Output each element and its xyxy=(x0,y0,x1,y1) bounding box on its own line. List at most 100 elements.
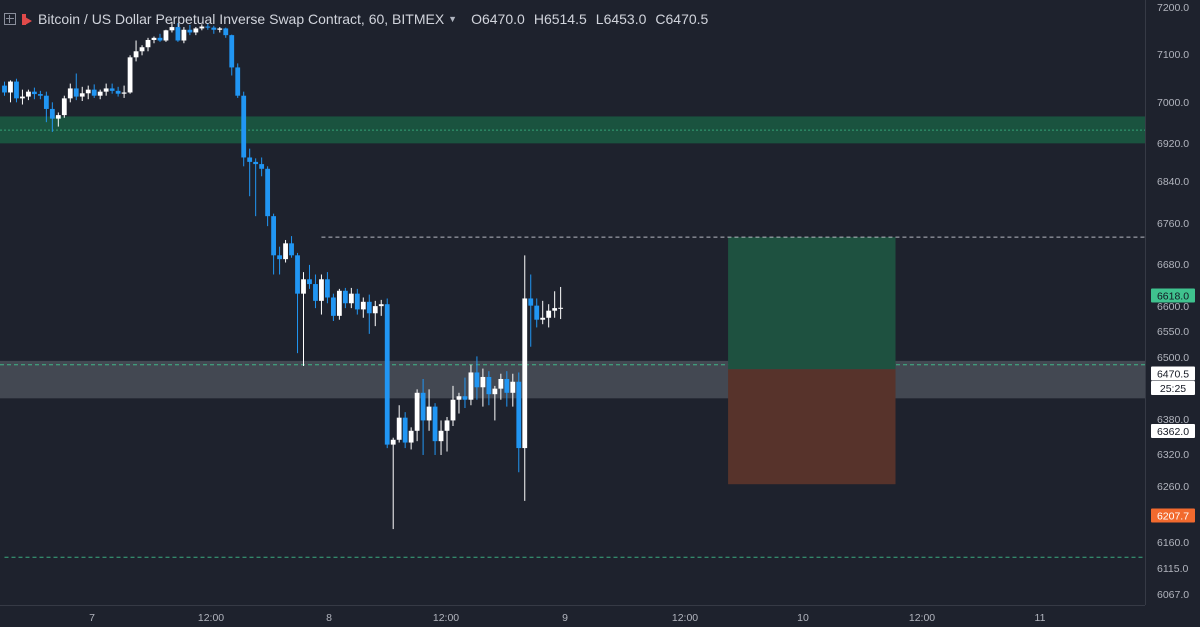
candle[interactable] xyxy=(14,78,19,103)
candle[interactable] xyxy=(67,83,73,103)
candle[interactable] xyxy=(145,37,151,52)
candle[interactable] xyxy=(91,84,97,98)
candle[interactable] xyxy=(85,85,91,100)
candle[interactable] xyxy=(115,86,121,97)
candle[interactable] xyxy=(127,55,133,94)
candle[interactable] xyxy=(378,299,384,316)
support-zone-mid[interactable] xyxy=(0,360,1145,399)
position-target-zone[interactable] xyxy=(728,237,896,370)
candle[interactable] xyxy=(313,274,318,309)
candle[interactable] xyxy=(8,80,13,103)
candle[interactable] xyxy=(223,27,229,38)
candle[interactable] xyxy=(450,385,456,426)
candle[interactable] xyxy=(486,371,492,406)
candle[interactable] xyxy=(354,288,360,315)
candle[interactable] xyxy=(265,166,271,227)
candle[interactable] xyxy=(235,63,241,98)
candle[interactable] xyxy=(504,371,510,407)
candle[interactable] xyxy=(540,300,546,325)
candle[interactable] xyxy=(408,427,414,450)
candle[interactable] xyxy=(181,27,187,44)
candle[interactable] xyxy=(211,25,217,34)
candle[interactable] xyxy=(277,246,282,275)
candle[interactable] xyxy=(97,89,103,100)
candle[interactable] xyxy=(151,36,157,44)
candle[interactable] xyxy=(79,86,85,101)
candle[interactable] xyxy=(319,274,324,315)
chevron-down-icon[interactable]: ▼ xyxy=(448,14,458,24)
candle[interactable] xyxy=(193,27,199,36)
candle[interactable] xyxy=(342,287,348,309)
candle[interactable] xyxy=(26,89,31,101)
candle[interactable] xyxy=(32,87,37,100)
candle[interactable] xyxy=(528,274,534,347)
candle[interactable] xyxy=(552,291,558,318)
candle[interactable] xyxy=(516,372,522,473)
candle[interactable] xyxy=(229,34,235,76)
candle[interactable] xyxy=(20,89,25,105)
candle[interactable] xyxy=(217,27,223,33)
candle[interactable] xyxy=(295,252,300,354)
candle[interactable] xyxy=(163,29,169,42)
candle[interactable] xyxy=(426,389,432,431)
candle[interactable] xyxy=(468,364,474,406)
candle[interactable] xyxy=(420,378,426,455)
candle[interactable] xyxy=(187,24,193,36)
candle[interactable] xyxy=(432,403,438,455)
candle[interactable] xyxy=(2,81,7,96)
candle[interactable] xyxy=(522,255,528,501)
plus-square-icon[interactable] xyxy=(4,13,16,25)
candle[interactable] xyxy=(139,45,145,56)
candle[interactable] xyxy=(534,298,540,328)
candle[interactable] xyxy=(289,236,294,258)
candle[interactable] xyxy=(414,389,420,442)
candle[interactable] xyxy=(325,272,330,304)
candle[interactable] xyxy=(121,85,127,98)
candle[interactable] xyxy=(49,102,55,132)
candle[interactable] xyxy=(331,293,336,321)
candle[interactable] xyxy=(37,90,43,100)
candle[interactable] xyxy=(444,416,450,452)
candle[interactable] xyxy=(307,264,312,289)
candle[interactable] xyxy=(199,24,205,31)
candle[interactable] xyxy=(372,300,378,327)
candle[interactable] xyxy=(456,392,462,414)
candle[interactable] xyxy=(558,286,564,320)
position-stop-zone[interactable] xyxy=(728,369,896,485)
candle[interactable] xyxy=(283,239,288,263)
candle[interactable] xyxy=(103,83,109,96)
candle[interactable] xyxy=(384,298,390,449)
candle[interactable] xyxy=(438,420,444,455)
candle[interactable] xyxy=(169,21,175,33)
candle[interactable] xyxy=(43,91,49,123)
candle[interactable] xyxy=(259,157,265,177)
candle[interactable] xyxy=(474,356,480,400)
candle[interactable] xyxy=(61,95,67,118)
candle[interactable] xyxy=(73,73,79,101)
candle[interactable] xyxy=(109,83,115,94)
symbol-title[interactable]: Bitcoin / US Dollar Perpetual Inverse Sw… xyxy=(38,11,445,27)
candle[interactable] xyxy=(402,412,408,449)
candle[interactable] xyxy=(241,91,247,167)
candle[interactable] xyxy=(462,377,468,408)
candle[interactable] xyxy=(396,405,402,443)
candle[interactable] xyxy=(492,385,498,421)
candle[interactable] xyxy=(157,33,163,42)
candle[interactable] xyxy=(348,287,354,309)
candle[interactable] xyxy=(510,373,516,407)
candle[interactable] xyxy=(271,213,276,275)
candle[interactable] xyxy=(55,112,61,127)
candle[interactable] xyxy=(480,368,486,407)
candle[interactable] xyxy=(247,148,253,197)
candle[interactable] xyxy=(253,158,259,217)
candle[interactable] xyxy=(175,23,181,42)
candle[interactable] xyxy=(336,288,342,320)
candle[interactable] xyxy=(360,297,366,318)
candle[interactable] xyxy=(205,23,211,30)
candle[interactable] xyxy=(366,294,372,334)
candle[interactable] xyxy=(498,373,504,400)
candle[interactable] xyxy=(133,40,139,62)
candle[interactable] xyxy=(546,304,552,328)
candle[interactable] xyxy=(301,272,306,367)
